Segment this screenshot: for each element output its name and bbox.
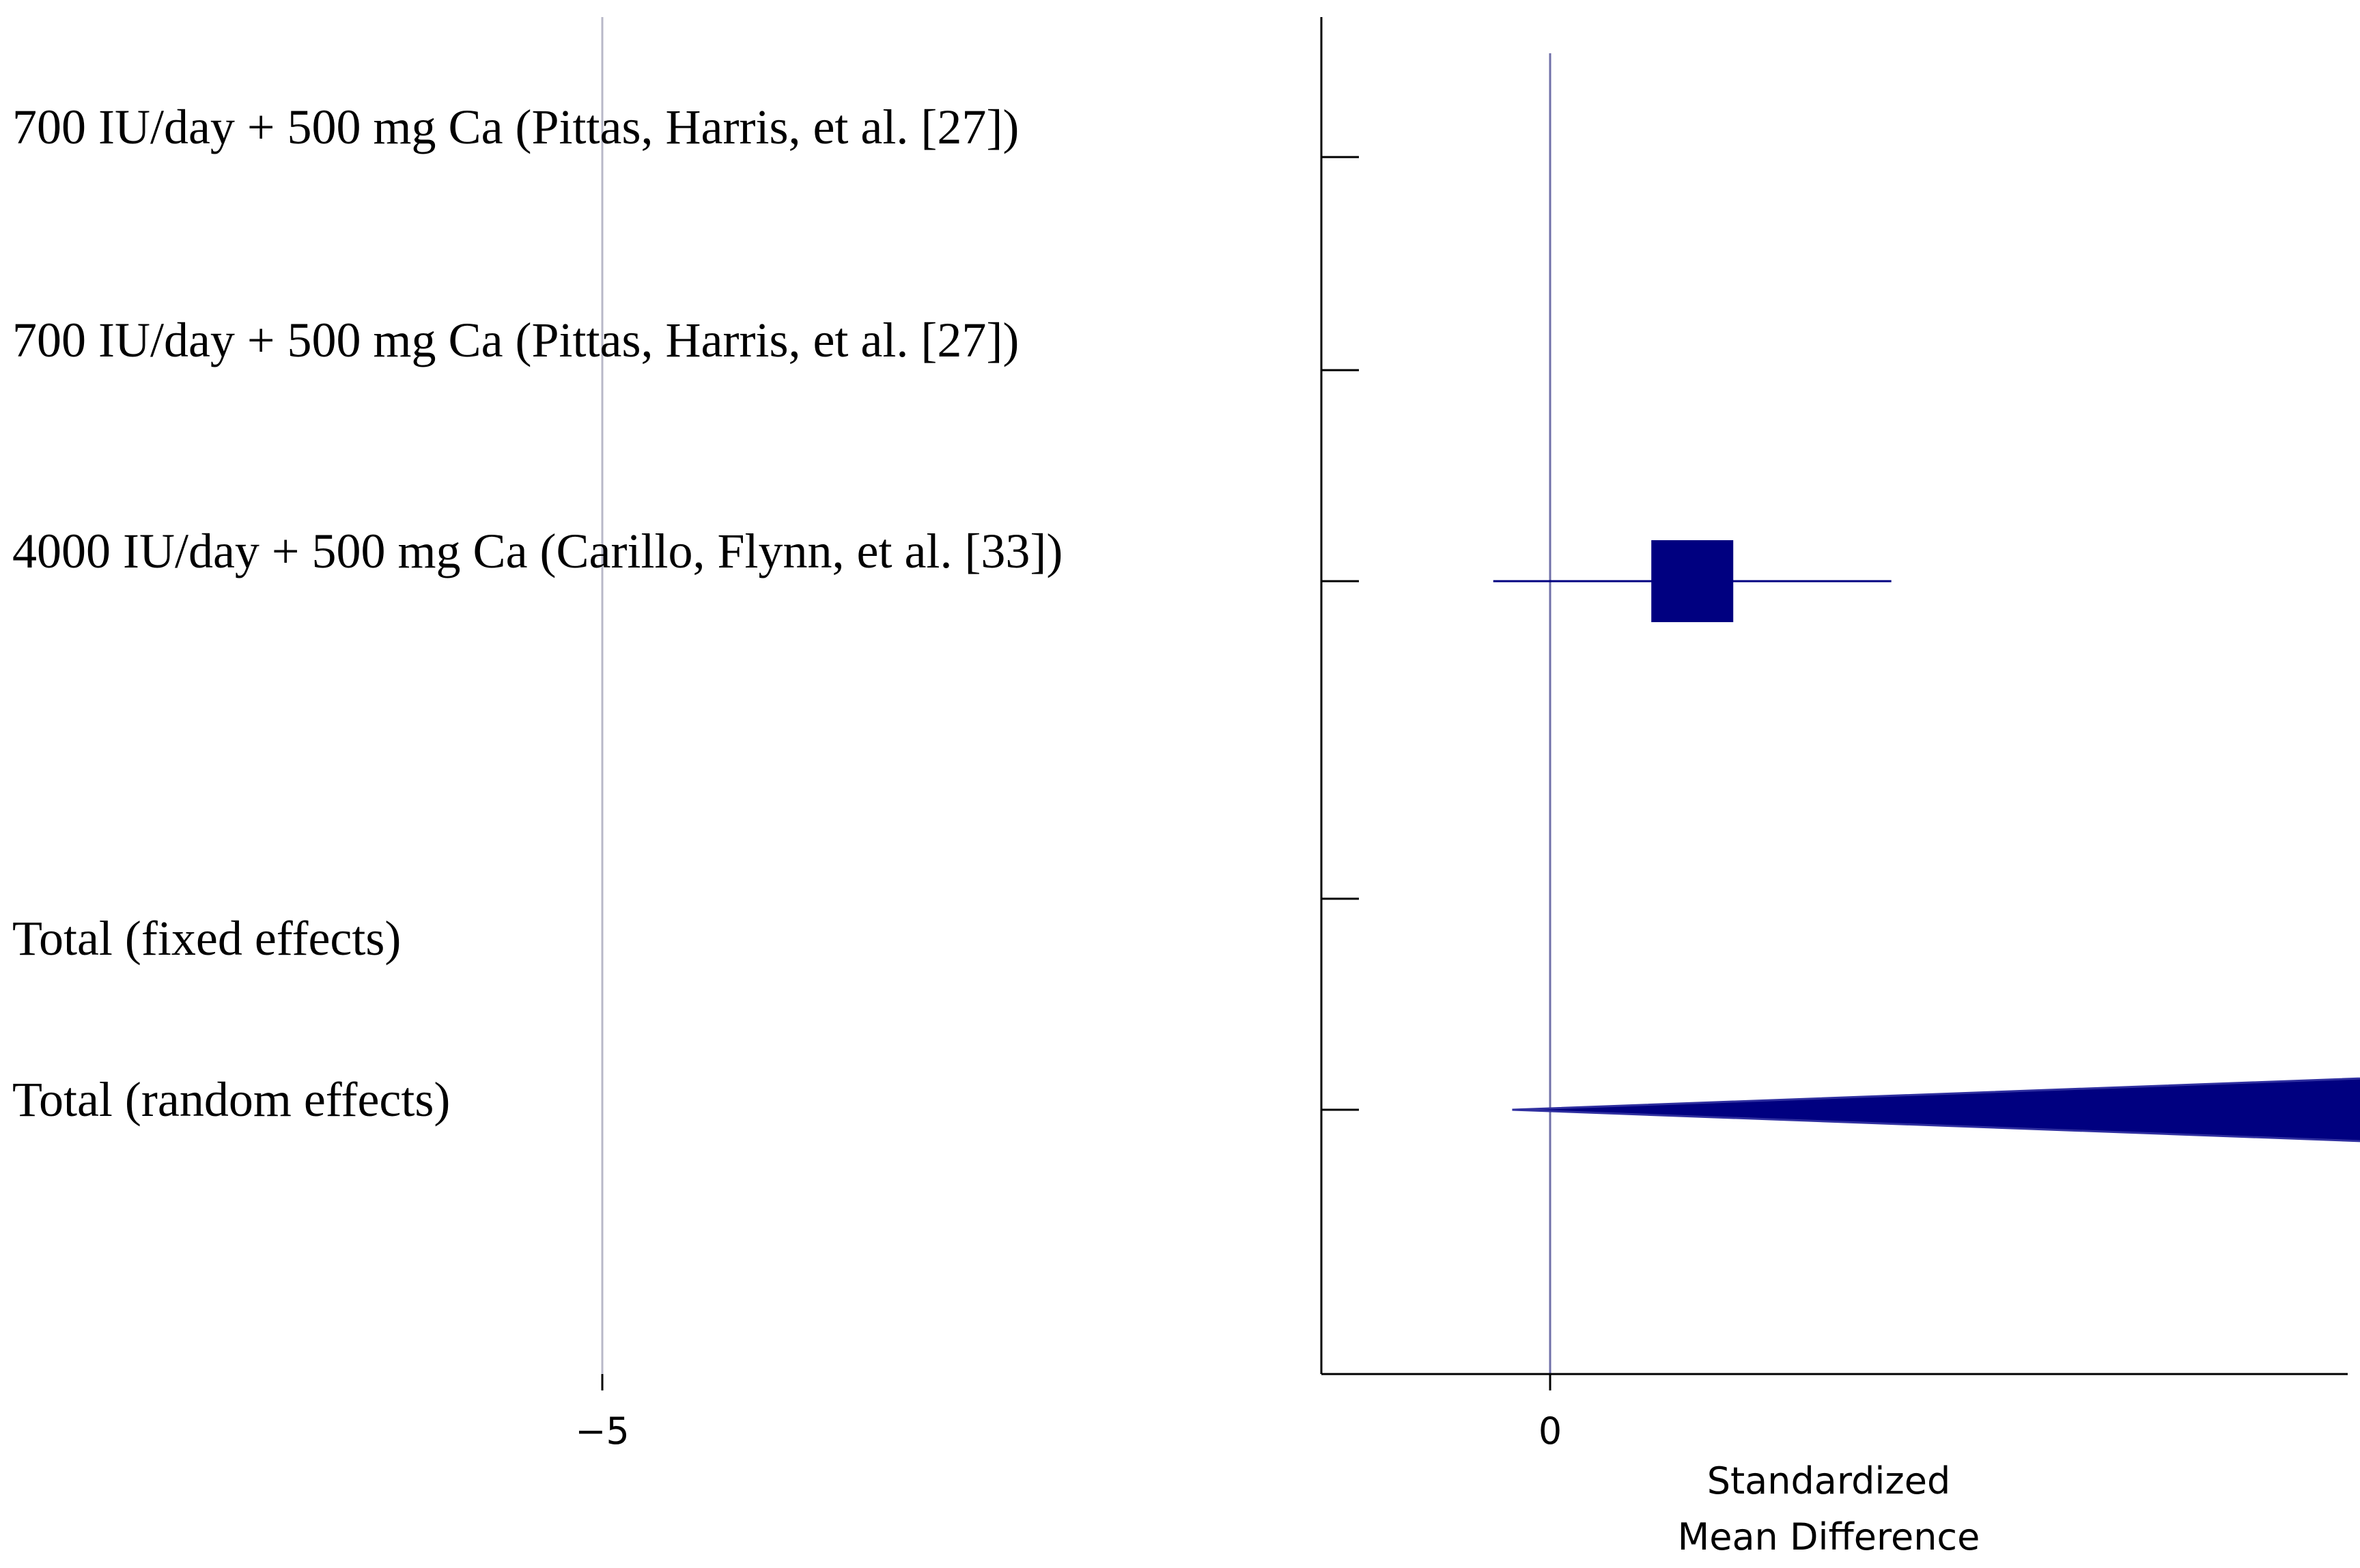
y-axis-ticks (1321, 156, 1359, 1111)
x-axis-title-line2: Mean Difference (1678, 1515, 1980, 1558)
total-diamond (1512, 1077, 2360, 1143)
study-label: 4000 IU/day + 500 mg Ca (Carillo, Flynn,… (12, 524, 1063, 578)
study-box (1651, 540, 1734, 622)
x-axis-title-line1: Standardized (1707, 1459, 1951, 1502)
x-tick-label: −5 (575, 1410, 630, 1453)
x-axis-ticks: −505101520 (575, 1374, 1562, 1453)
x-tick-label: 0 (1539, 1410, 1562, 1453)
study-label: 700 IU/day + 500 mg Ca (Pittas, Harris, … (12, 313, 1019, 367)
gridlines (601, 17, 604, 1374)
study-label: 700 IU/day + 500 mg Ca (Pittas, Harris, … (12, 100, 1019, 154)
total-label: Total (fixed effects) (12, 911, 401, 966)
total-label: Total (random effects) (12, 1072, 450, 1127)
study-markers (1493, 540, 2360, 1143)
study-labels: 700 IU/day + 500 mg Ca (Pittas, Harris, … (12, 100, 1063, 1127)
